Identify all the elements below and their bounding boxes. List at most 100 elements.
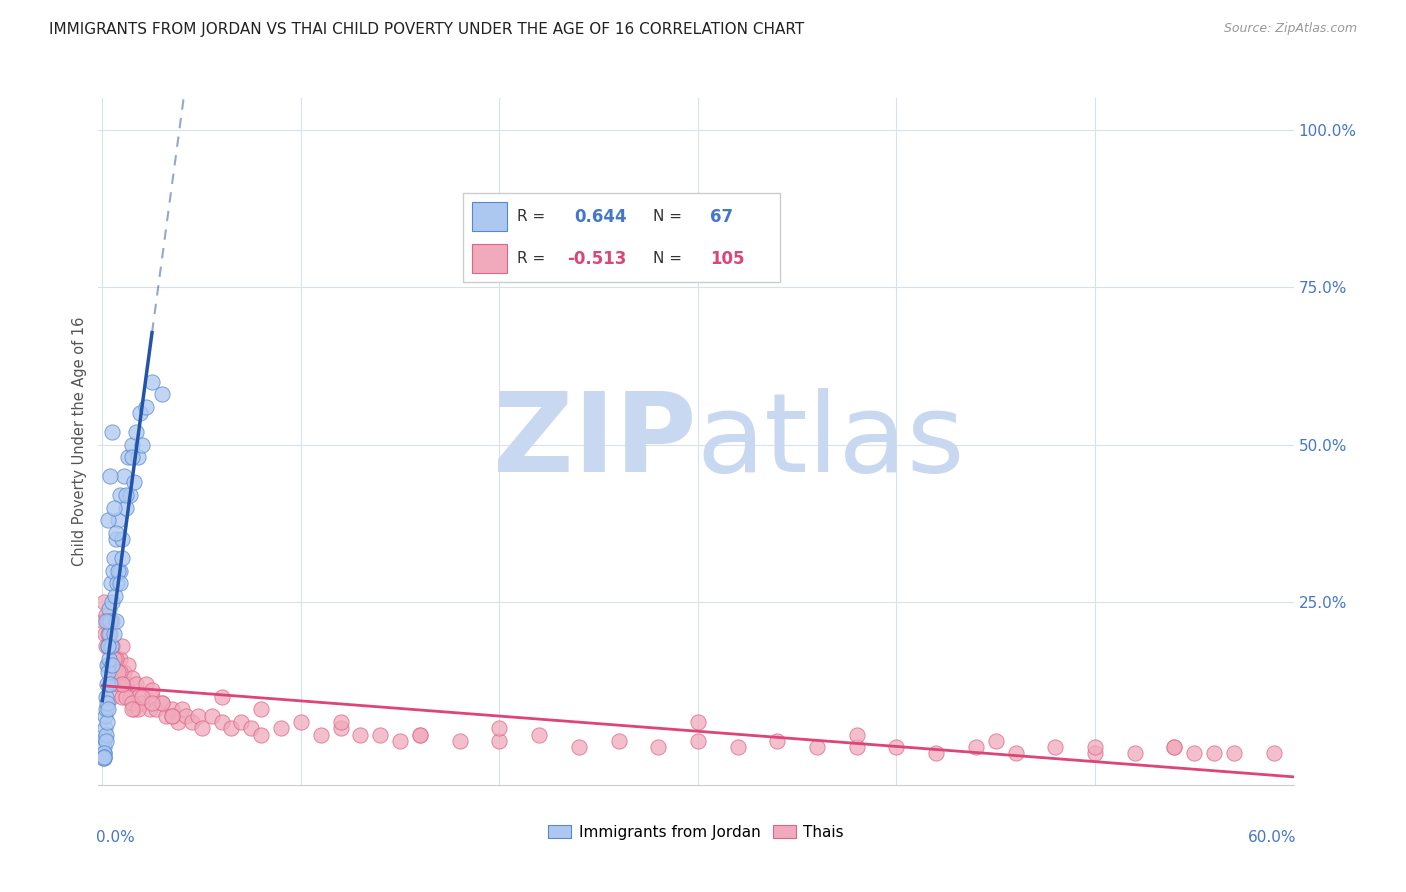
Point — [607, 734, 630, 748]
Point — [100, 576, 122, 591]
Point — [127, 702, 149, 716]
Point — [96, 607, 118, 622]
Point — [98, 652, 121, 666]
Point — [117, 658, 139, 673]
Point — [727, 740, 749, 755]
Point — [105, 665, 128, 679]
Point — [686, 714, 709, 729]
Point — [105, 576, 128, 591]
Point — [101, 690, 124, 704]
Point — [160, 702, 183, 716]
Point — [103, 652, 125, 666]
Point — [100, 640, 122, 654]
Point — [98, 640, 121, 654]
Point — [110, 665, 132, 679]
Point — [96, 734, 118, 748]
Text: ZIP: ZIP — [492, 388, 696, 495]
Point — [1045, 740, 1067, 755]
Point — [93, 614, 115, 628]
Point — [845, 727, 868, 741]
Point — [96, 714, 118, 729]
Text: IMMIGRANTS FROM JORDAN VS THAI CHILD POVERTY UNDER THE AGE OF 16 CORRELATION CHA: IMMIGRANTS FROM JORDAN VS THAI CHILD POV… — [49, 22, 804, 37]
Point — [91, 751, 114, 765]
Point — [94, 727, 117, 741]
Point — [111, 551, 134, 566]
Point — [105, 652, 128, 666]
Point — [141, 696, 163, 710]
Point — [1182, 747, 1205, 761]
Point — [449, 734, 471, 748]
Point — [107, 677, 129, 691]
Point — [221, 721, 243, 735]
Point — [115, 500, 138, 515]
Point — [211, 714, 233, 729]
Point — [120, 488, 142, 502]
Point — [103, 551, 125, 566]
Point — [141, 683, 163, 698]
Point — [129, 406, 152, 420]
Point — [121, 671, 143, 685]
Point — [141, 375, 163, 389]
Point — [101, 614, 124, 628]
Point — [1123, 747, 1146, 761]
Point — [568, 740, 591, 755]
Point — [115, 690, 138, 704]
Point — [93, 749, 115, 764]
Point — [200, 708, 222, 723]
Point — [160, 708, 183, 723]
Point — [845, 740, 868, 755]
Point — [97, 665, 120, 679]
Point — [349, 727, 371, 741]
Point — [110, 576, 132, 591]
Point — [121, 696, 143, 710]
Point — [97, 626, 120, 640]
Point — [96, 696, 118, 710]
Point — [107, 665, 129, 679]
Point — [250, 727, 273, 741]
Text: 60.0%: 60.0% — [1247, 830, 1296, 845]
Point — [211, 690, 233, 704]
Point — [110, 488, 132, 502]
Point — [527, 727, 550, 741]
Point — [409, 727, 432, 741]
Point — [190, 721, 212, 735]
Point — [111, 532, 134, 546]
Point — [409, 727, 432, 741]
Point — [105, 532, 128, 546]
Point — [389, 734, 412, 748]
Point — [98, 626, 121, 640]
Point — [94, 731, 117, 745]
Point — [94, 702, 117, 716]
Point — [1263, 747, 1285, 761]
Point — [97, 640, 120, 654]
Point — [115, 677, 138, 691]
Point — [111, 640, 134, 654]
Point — [180, 714, 202, 729]
Point — [150, 696, 173, 710]
Point — [117, 450, 139, 465]
Point — [984, 734, 1007, 748]
Point — [160, 708, 183, 723]
Point — [101, 658, 124, 673]
Point — [105, 614, 128, 628]
Point — [121, 702, 143, 716]
Point — [1084, 740, 1107, 755]
Point — [105, 525, 128, 540]
Point — [488, 734, 510, 748]
Point — [98, 601, 121, 615]
Point — [94, 721, 117, 735]
Point — [120, 690, 142, 704]
Point — [103, 626, 125, 640]
Point — [131, 690, 153, 704]
Point — [121, 438, 143, 452]
Point — [107, 564, 129, 578]
Point — [166, 714, 188, 729]
Point — [368, 727, 391, 741]
Point — [122, 702, 145, 716]
Point — [131, 696, 153, 710]
Point — [110, 652, 132, 666]
Point — [115, 488, 138, 502]
Point — [135, 677, 157, 691]
Point — [965, 740, 987, 755]
Point — [97, 513, 120, 527]
